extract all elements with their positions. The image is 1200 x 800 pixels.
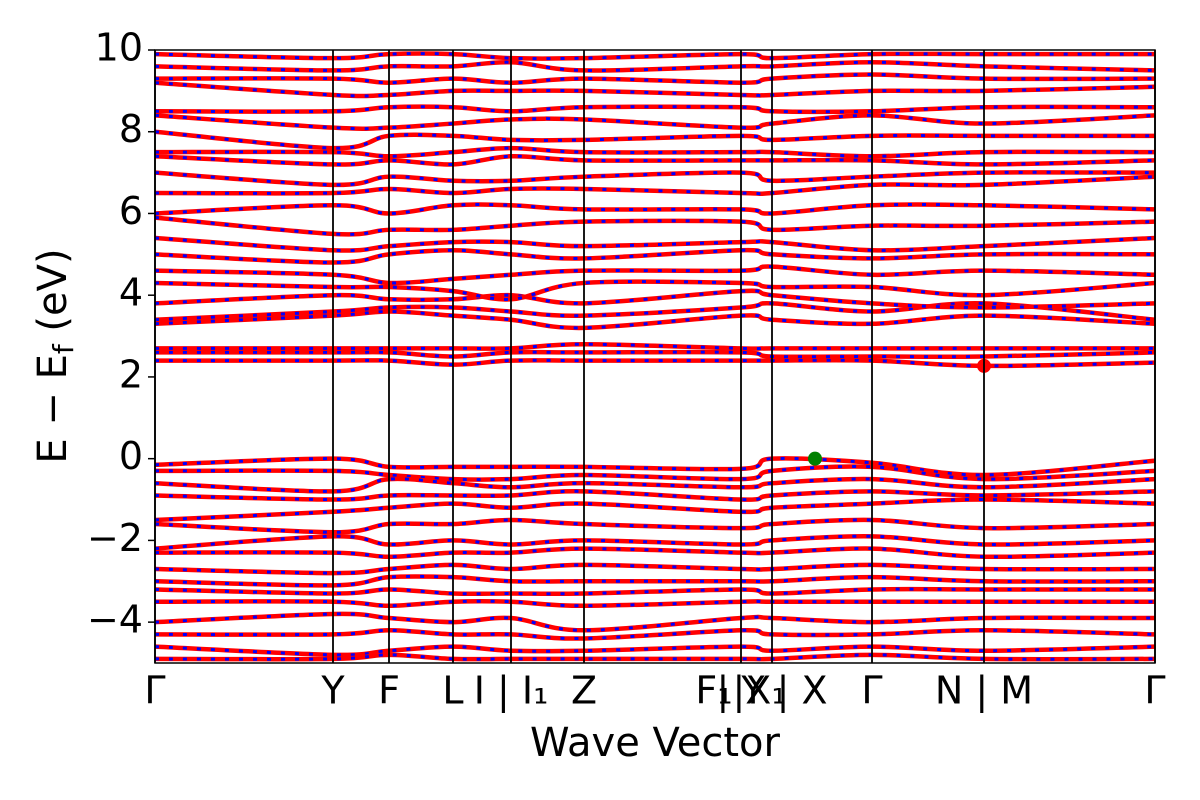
band xyxy=(155,202,1155,216)
band-dashed xyxy=(155,358,1155,368)
band xyxy=(155,145,1155,159)
band xyxy=(155,113,1155,131)
band-dashed xyxy=(155,645,1155,657)
band-dashed xyxy=(155,203,1155,216)
band-dashed xyxy=(155,534,1155,551)
x-tick-label: Y xyxy=(320,669,345,713)
band-dashed xyxy=(155,498,1155,522)
x-tick-label: Z xyxy=(571,669,597,713)
band-dashed xyxy=(155,489,1155,502)
band xyxy=(155,598,1155,609)
band-dashed xyxy=(155,60,1155,73)
x-tick-label: F xyxy=(378,669,400,713)
band-dashed xyxy=(155,170,1155,187)
band-dashed xyxy=(155,653,1155,661)
plot-area xyxy=(155,51,1155,662)
band-dashed xyxy=(155,563,1155,575)
band-dashed xyxy=(155,574,1155,587)
band xyxy=(155,574,1155,588)
band-dashed xyxy=(155,236,1155,253)
y-tick-label: −2 xyxy=(87,516,143,560)
band xyxy=(155,104,1155,115)
band xyxy=(155,247,1155,265)
band xyxy=(155,341,1155,351)
band-dashed xyxy=(155,587,1155,596)
band xyxy=(155,497,1155,523)
band-dashed xyxy=(155,342,1155,351)
band-dashed xyxy=(155,248,1155,265)
x-tick-label: Γ xyxy=(144,669,165,713)
y-tick-label: 2 xyxy=(119,352,143,396)
band-dashed xyxy=(155,456,1155,477)
x-tick-label: | Y | X xyxy=(716,669,827,714)
band xyxy=(155,349,1155,360)
band-dashed xyxy=(155,289,1155,309)
band-dashed xyxy=(155,465,1155,482)
y-label-sub: f xyxy=(47,343,80,354)
band-dashed xyxy=(155,599,1155,608)
band xyxy=(155,129,1155,151)
band xyxy=(155,80,1155,99)
y-label-unit: (eV) xyxy=(30,248,76,344)
band-dashed xyxy=(155,265,1155,285)
band-dashed xyxy=(155,518,1155,534)
band-dashed xyxy=(155,612,1155,632)
band-edge-marker xyxy=(808,451,822,466)
band-dashed xyxy=(155,154,1155,166)
band-dashed xyxy=(155,73,1155,85)
band xyxy=(155,51,1155,61)
band xyxy=(155,153,1155,167)
y-label-main: E − E xyxy=(30,354,76,464)
band xyxy=(155,644,1155,658)
band-dashed xyxy=(155,52,1155,61)
x-axis-label: Wave Vector xyxy=(530,720,781,766)
band-dashed xyxy=(155,546,1155,559)
band xyxy=(155,357,1155,369)
y-tick-label: 10 xyxy=(95,26,143,70)
x-tick-label: F₁|X₁ xyxy=(695,669,786,714)
y-tick-label: 8 xyxy=(119,107,143,151)
band-dashed xyxy=(155,146,1155,158)
band xyxy=(155,627,1155,641)
band-dashed xyxy=(155,113,1155,131)
x-tick-label: Γ xyxy=(861,669,882,713)
x-tick-label: N | M xyxy=(935,669,1033,714)
y-tick-label: 0 xyxy=(119,434,143,478)
band xyxy=(155,562,1155,576)
band-dashed xyxy=(155,280,1155,301)
band xyxy=(155,611,1155,633)
y-tick-label: 4 xyxy=(119,271,143,315)
band xyxy=(155,59,1155,73)
band xyxy=(155,215,1155,237)
band-dashed xyxy=(155,350,1155,359)
band-dashed xyxy=(155,130,1155,150)
band xyxy=(155,586,1155,597)
band xyxy=(155,72,1155,85)
band-dashed xyxy=(155,310,1155,330)
band-dashed xyxy=(155,81,1155,98)
band xyxy=(155,235,1155,253)
band xyxy=(155,546,1155,560)
band-dashed xyxy=(155,105,1155,114)
y-tick-label: −4 xyxy=(87,598,143,642)
band-dashed xyxy=(155,628,1155,641)
band-dashed xyxy=(155,175,1155,196)
band-dashed xyxy=(155,216,1155,236)
band xyxy=(155,517,1155,535)
x-tick-label: I | I₁ xyxy=(474,669,549,714)
y-axis-label: E − Ef (eV) xyxy=(30,248,80,463)
y-tick-label: 6 xyxy=(119,189,143,233)
x-tick-label: Γ xyxy=(1144,669,1165,713)
band xyxy=(155,533,1155,551)
x-tick-label: L xyxy=(442,669,463,713)
band-dashed xyxy=(155,477,1155,493)
